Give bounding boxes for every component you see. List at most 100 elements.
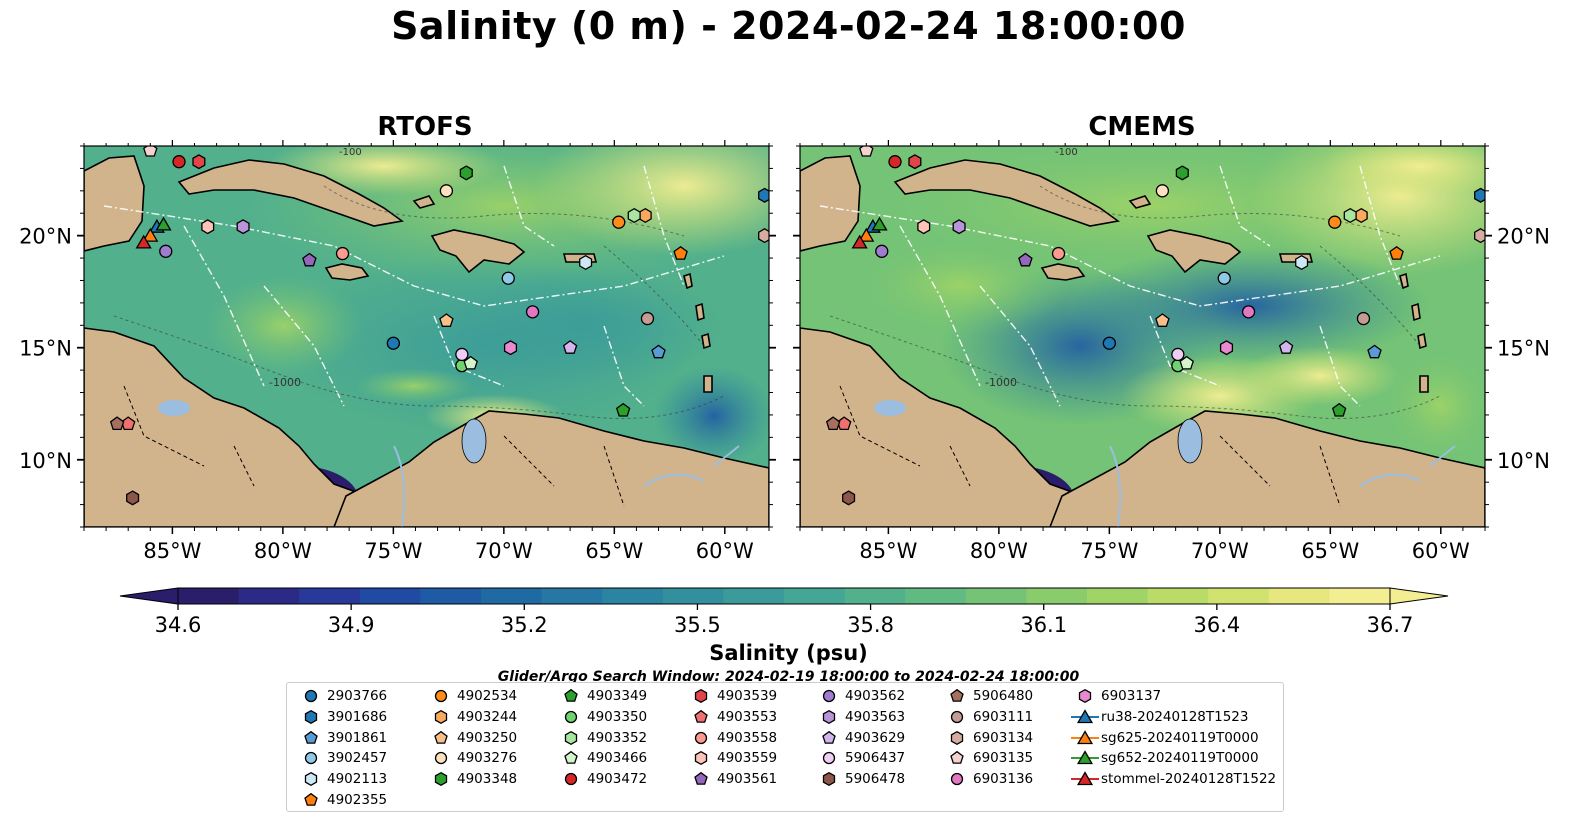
legend-marker-hexagon-icon	[434, 772, 448, 787]
legend-marker-hexagon-icon	[822, 709, 836, 724]
glider-sg652-20240119T0000-rtofs	[155, 216, 172, 231]
legend-marker-pentagon-icon	[434, 730, 448, 744]
legend-label: 4903539	[717, 688, 778, 704]
legend-marker-circle-icon	[564, 710, 578, 723]
colorbar-segment	[905, 588, 967, 604]
colorbar-segment	[784, 588, 846, 604]
float-6903111-rtofs	[640, 311, 655, 326]
legend-label: 6903134	[973, 729, 1034, 746]
float-4903558-rtofs	[335, 246, 350, 261]
lon-tick-label: 60°W	[1412, 539, 1470, 563]
legend-label: 3901686	[327, 708, 388, 725]
float-6903135-rtofs	[143, 146, 158, 157]
lon-tick-label: 75°W	[364, 539, 422, 563]
float-6903135-cmems	[859, 146, 874, 157]
legend-label: 6903111	[973, 708, 1034, 725]
legend-label: 6903135	[973, 750, 1034, 767]
colorbar-segment	[1026, 588, 1088, 604]
float-4903562-rtofs	[159, 244, 173, 258]
legend-marker-pentagon-icon	[304, 792, 318, 806]
lon-tick-label: 70°W	[1191, 539, 1249, 563]
float-4903466-cmems	[1179, 355, 1194, 370]
float-6903137-cmems	[1219, 340, 1234, 356]
lon-tick-label: 85°W	[859, 539, 917, 563]
colorbar-segment	[238, 588, 300, 604]
float-4903352-cmems	[1343, 207, 1357, 224]
legend-label: 4903466	[587, 750, 648, 767]
legend-marker-pentagon-icon	[564, 751, 578, 765]
float-6903111-cmems	[1356, 311, 1371, 326]
legend-marker-pentagon-icon	[304, 730, 318, 744]
float-4903276-rtofs	[439, 184, 454, 198]
search-window-note: Glider/Argo Search Window: 2024-02-19 18…	[497, 669, 1080, 685]
float-markers-rtofs	[109, 146, 769, 506]
legend-marker-pentagon-icon	[564, 688, 578, 702]
legend-label: ru38-20240128T1523	[1101, 708, 1249, 725]
legend-label: 4902355	[327, 792, 388, 808]
colorbar-segment	[420, 588, 482, 604]
float-3901861-rtofs	[651, 344, 666, 359]
map-axes: 85°W 80°W 75°W 70°W 65°W 60°W 20°N 15°N 10°N 85°W…	[19, 140, 1550, 563]
float-2903766-rtofs	[386, 336, 401, 350]
legend-marker-pentagon-icon	[694, 709, 708, 723]
cmems-map: -1000 -100	[799, 145, 1486, 528]
float-5906437-rtofs	[455, 347, 469, 362]
legend-label: 4903350	[587, 708, 648, 725]
legend-marker-hexagon-icon	[564, 730, 578, 745]
legend-label: 2903766	[327, 688, 388, 704]
legend-label: 4903276	[457, 750, 518, 767]
lon-tick-label: 65°W	[585, 539, 643, 563]
glider-sg625-20240119T0000-cmems	[858, 227, 875, 242]
rtofs-map: -1000 -100	[83, 145, 770, 528]
legend-marker-circle-icon	[304, 752, 318, 765]
colorbar-segment	[844, 588, 906, 604]
colorbar-segment	[481, 588, 543, 604]
float-5906480-rtofs	[109, 416, 125, 431]
lon-tick-label: 70°W	[475, 539, 533, 563]
glider-stommel-20240128T1522-rtofs	[135, 234, 152, 249]
lon-tick-label: 85°W	[143, 539, 201, 563]
float-6903137-rtofs	[503, 340, 518, 356]
float-6903136-cmems	[1241, 305, 1256, 319]
float-5906478-rtofs	[126, 490, 140, 506]
float-3902457-rtofs	[501, 271, 515, 285]
colorbar-tick-label: 34.6	[155, 613, 202, 637]
float-4902534-rtofs	[612, 215, 626, 229]
legend: 2903766 3901686 3901861 3902457 4902113 49023…	[286, 682, 1284, 812]
legend-marker-pentagon-icon	[950, 751, 964, 765]
legend-label: 4902113	[327, 771, 388, 788]
float-4903244-cmems	[1354, 207, 1368, 224]
contour-label-100-cmems: -100	[1055, 147, 1078, 158]
float-4903559-cmems	[917, 219, 931, 235]
legend-marker-hexagon-icon	[304, 709, 318, 724]
colorbar-segment	[541, 588, 603, 604]
float-3901686-cmems	[1474, 187, 1485, 203]
colorbar-segment	[1268, 588, 1330, 604]
colorbar-segment	[1147, 588, 1209, 604]
legend-label: 5906480	[973, 688, 1034, 704]
float-4903352-rtofs	[627, 207, 641, 224]
float-2903766-cmems	[1102, 336, 1117, 350]
legend-marker-hexagon-icon	[950, 730, 964, 745]
float-4903563-cmems	[952, 219, 966, 235]
legend-label: 4903349	[587, 688, 648, 704]
lat-tick-label-left: 10°N	[19, 449, 72, 473]
legend-marker-triangle-icon	[1076, 750, 1094, 765]
legend-marker-circle-icon	[822, 689, 836, 703]
legend-label: 4903562	[845, 688, 906, 704]
lat-tick-label-right: 10°N	[1497, 449, 1550, 473]
map-figure: -1000 -100	[19, 140, 1550, 637]
legend-marker-pentagon-icon	[950, 688, 964, 702]
float-6903136-rtofs	[525, 305, 540, 319]
legend-label: 4902534	[457, 688, 518, 704]
float-4903539-rtofs	[192, 154, 206, 170]
legend-label: 4903250	[457, 729, 518, 746]
legend-marker-circle-icon	[304, 689, 318, 703]
float-4903349-rtofs	[615, 402, 631, 417]
legend-label: 4903472	[587, 771, 648, 788]
figure-title: Salinity (0 m) - 2024-02-24 18:00:00	[391, 4, 1186, 48]
lon-tick-label: 80°W	[970, 539, 1028, 563]
float-4902113-cmems	[1295, 254, 1309, 271]
float-6903134-cmems	[1474, 228, 1485, 244]
float-4902355-rtofs	[673, 245, 688, 260]
